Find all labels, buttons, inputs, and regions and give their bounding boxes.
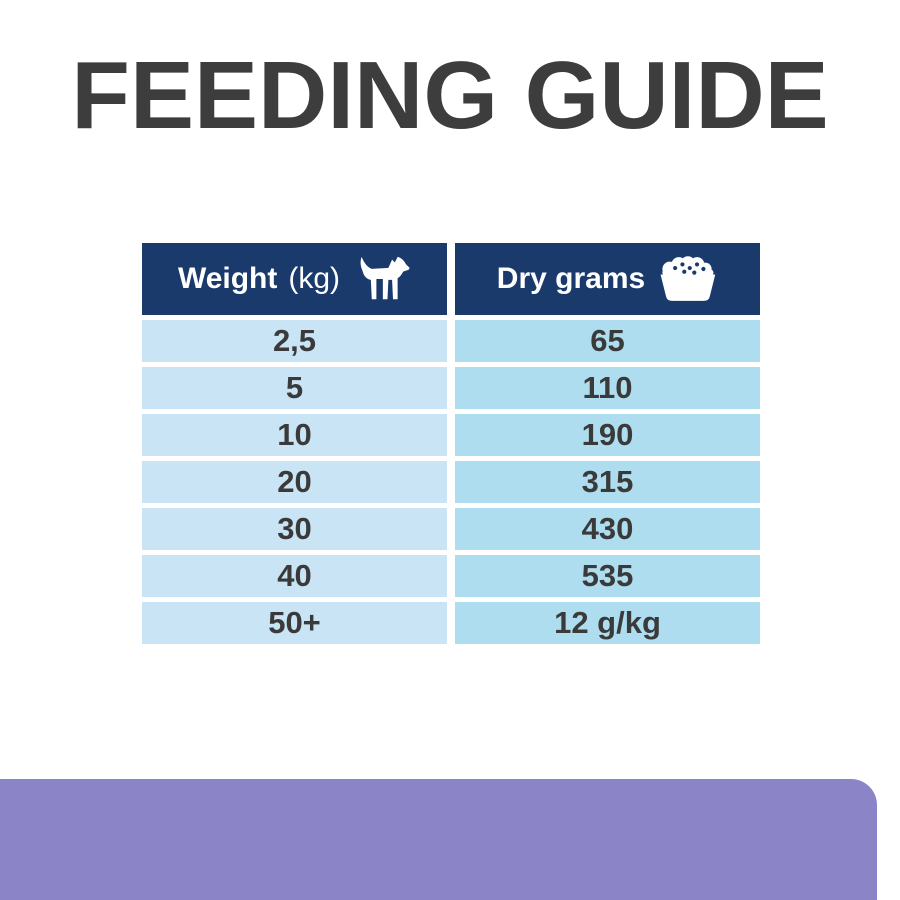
table-row: 20 315 — [142, 461, 760, 503]
weight-value: 10 — [142, 414, 447, 456]
dry-grams-value: 535 — [455, 555, 760, 597]
table-row: 10 190 — [142, 414, 760, 456]
dry-grams-value: 12 g/kg — [455, 602, 760, 644]
table-row: 50+ 12 g/kg — [142, 602, 760, 644]
weight-column-header: Weight (kg) — [142, 243, 447, 315]
table-row: 40 535 — [142, 555, 760, 597]
dry-grams-value: 315 — [455, 461, 760, 503]
feeding-table: Weight (kg) Dry grams — [142, 243, 760, 644]
footer-accent-bar — [0, 779, 877, 900]
table-row: 5 110 — [142, 367, 760, 409]
dry-grams-value: 110 — [455, 367, 760, 409]
weight-value: 2,5 — [142, 320, 447, 362]
dry-grams-value: 430 — [455, 508, 760, 550]
weight-value: 5 — [142, 367, 447, 409]
dog-icon — [351, 255, 411, 303]
weight-header-unit: (kg) — [288, 262, 341, 295]
weight-value: 20 — [142, 461, 447, 503]
dry-grams-column-header: Dry grams — [455, 243, 760, 315]
weight-header-label: Weight — [177, 262, 278, 295]
dry-grams-value: 65 — [455, 320, 760, 362]
weight-value: 50+ — [142, 602, 447, 644]
dry-grams-value: 190 — [455, 414, 760, 456]
table-header-row: Weight (kg) Dry grams — [142, 243, 760, 315]
page-title: FEEDING GUIDE — [71, 42, 829, 149]
table-row: 2,5 65 — [142, 320, 760, 362]
weight-value: 30 — [142, 508, 447, 550]
weight-value: 40 — [142, 555, 447, 597]
table-row: 30 430 — [142, 508, 760, 550]
dry-grams-header-label: Dry grams — [496, 262, 646, 295]
food-bowl-icon — [656, 256, 718, 302]
